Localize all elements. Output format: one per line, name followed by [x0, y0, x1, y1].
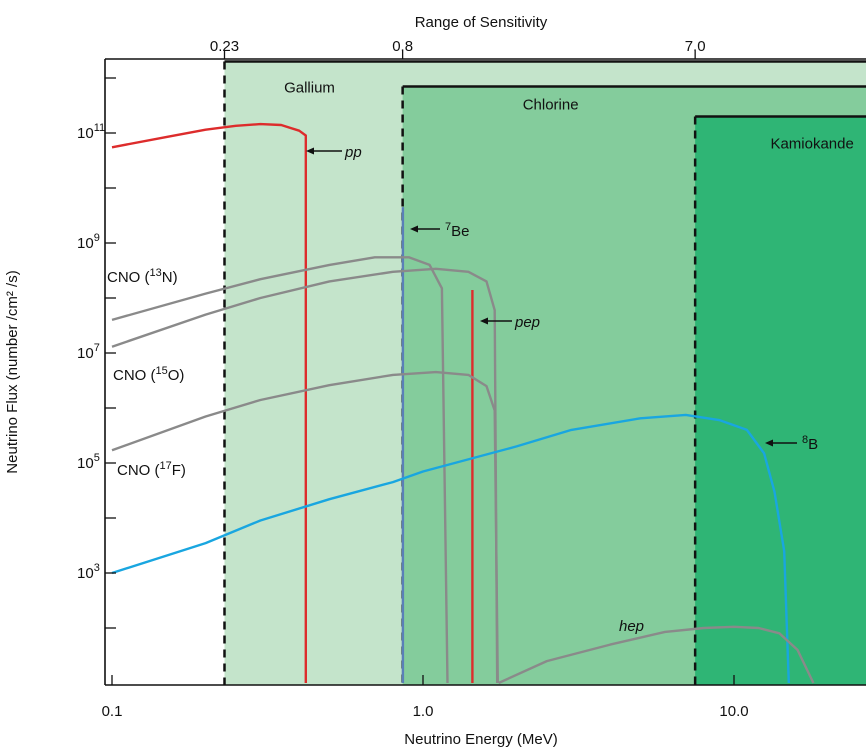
y-tick-label: 103: [77, 562, 100, 582]
labels-layer: Range of Sensitivity Neutrino Energy (Me…: [4, 14, 818, 748]
top-tick-label: 0.8: [392, 38, 413, 55]
top-tick-label: 7.0: [685, 38, 706, 55]
series-label-cno-17f-: CNO (17F): [117, 460, 186, 479]
series-label-pp: pp: [344, 144, 362, 161]
series-label-8b-arrow-head: [765, 439, 773, 447]
series-label-cno-15o-: CNO (15O): [113, 365, 184, 384]
region-label-gallium: Gallium: [284, 79, 335, 96]
top-axis-title: Range of Sensitivity: [415, 14, 548, 31]
series-label-hep: hep: [619, 618, 644, 635]
y-tick-label: 1011: [77, 122, 105, 142]
ticks-layer: 103 105 107 109 1011 0.1 1.0 10.0 0.23 0.8 7.0: [77, 38, 749, 720]
series-label-8b: 8B: [802, 434, 818, 453]
y-tick-label: 105: [77, 452, 100, 472]
series-label-pp-arrow-head: [306, 147, 314, 155]
series-line-cno-13n-: [111, 256, 449, 684]
series-line-hep: [498, 625, 815, 685]
series-layer: [111, 122, 815, 685]
series-line-cno-15o-: [111, 267, 499, 684]
series-line-cno-17f-: [111, 370, 499, 684]
x-tick-label: 10.0: [719, 703, 748, 720]
series-line-pp: [111, 122, 307, 683]
y-axis-title: Neutrino Flux (number /cm² /s): [4, 270, 21, 473]
x-tick-label: 0.1: [102, 703, 123, 720]
y-tick-label: 107: [77, 342, 100, 362]
region-label-chlorine: Chlorine: [523, 97, 579, 114]
series-line-8b: [111, 413, 790, 684]
series-label-cno-13n-: CNO (13N): [107, 267, 178, 286]
region-kamiokande: [695, 116, 866, 685]
x-tick-label: 1.0: [413, 703, 434, 720]
top-tick-label: 0.23: [210, 38, 239, 55]
x-axis-title: Neutrino Energy (MeV): [404, 731, 557, 748]
series-label-pep: pep: [514, 314, 540, 331]
plot-frame: [104, 58, 866, 686]
series-label-7be-arrow-head: [410, 225, 418, 233]
region-label-kamiokande: Kamiokande: [770, 135, 853, 152]
series-label-pep-arrow-head: [480, 317, 488, 325]
y-tick-label: 109: [77, 232, 100, 252]
series-label-7be: 7Be: [445, 221, 469, 240]
sensitivity-regions: Gallium Chlorine Kamiokande: [223, 60, 866, 686]
